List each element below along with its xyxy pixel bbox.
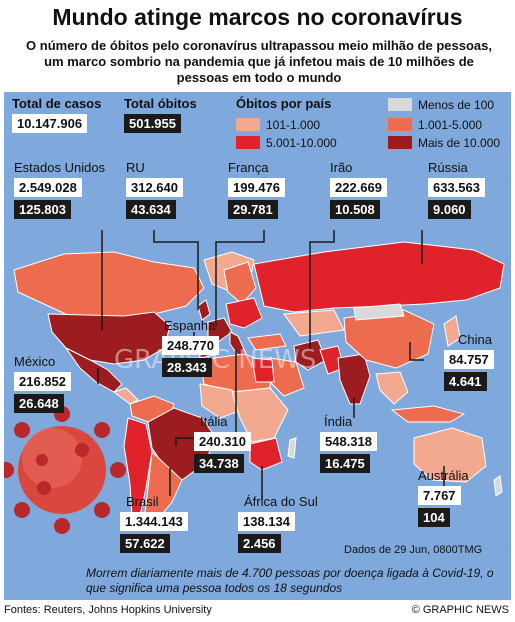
cases-india: 548.318 (320, 432, 377, 451)
legend-label: 101-1.000 (266, 118, 321, 132)
leader-france (215, 230, 265, 326)
usa (47, 311, 171, 365)
deaths-italy: 34.738 (194, 454, 244, 473)
deaths-usa: 125.803 (14, 200, 71, 219)
coronavirus-illustration (4, 406, 126, 534)
country-name-russia: Rússia (428, 160, 468, 175)
cases-australia: 7.767 (418, 486, 461, 505)
country-name-spain: Espanha (164, 318, 216, 333)
canada (13, 251, 205, 319)
leader-china (409, 342, 424, 361)
cases-brazil: 1.344.143 (120, 512, 188, 531)
legend-label: Mais de 10.000 (418, 136, 501, 150)
cases-usa: 2.549.028 (14, 178, 82, 197)
legend-swatch (236, 118, 260, 131)
south-africa (249, 437, 283, 471)
legend-swatch (388, 118, 412, 131)
country-name-mexico: México (14, 354, 56, 369)
indonesia (390, 405, 466, 423)
kazakhstan (283, 309, 345, 337)
deaths-iran: 10.508 (330, 200, 380, 219)
cases-mexico: 216.852 (14, 372, 71, 391)
country-name-iran: Irão (330, 160, 353, 175)
deaths-uk: 43.634 (126, 200, 176, 219)
deaths-spain: 28.343 (162, 358, 212, 377)
page-title: Mundo atinge marcos no coronavírus (52, 4, 463, 30)
iran (293, 339, 327, 371)
country-name-usa: Estados Unidos (14, 160, 106, 175)
country-name-italy: Itália (200, 414, 228, 429)
deaths-mexico: 26.648 (14, 394, 64, 413)
legend-label: Menos de 100 (418, 98, 495, 112)
deaths-australia: 104 (418, 508, 450, 527)
deaths-france: 29.781 (228, 200, 278, 219)
cases-iran: 222.669 (330, 178, 387, 197)
cases-china: 84.757 (444, 350, 494, 369)
country-name-china: China (458, 332, 492, 347)
world-map: GRAPHIC NEWS (4, 230, 505, 534)
deaths-south-africa: 2.456 (238, 534, 281, 553)
mongolia (353, 303, 405, 321)
country-name-uk: RU (126, 160, 145, 175)
madagascar (287, 437, 297, 459)
legend-label: 1.001-5.000 (418, 118, 483, 132)
footnote: Morrem diariamente mais de 4.700 pessoas… (86, 566, 494, 595)
cases-south-africa: 138.134 (238, 512, 295, 531)
legend-title: Óbitos por país (236, 96, 332, 111)
japan (443, 315, 461, 347)
country-name-india: Índia (324, 414, 353, 429)
date-note: Dados de 29 Jun, 0800TMG (344, 544, 483, 556)
new-zealand (493, 475, 503, 497)
scandinavia (223, 261, 257, 305)
central-america (112, 387, 139, 405)
total-deaths-value: 501.955 (124, 114, 181, 133)
total-deaths-label: Total óbitos (124, 96, 197, 111)
cases-italy: 240.310 (194, 432, 251, 451)
russia (253, 241, 505, 313)
total-cases-label: Total de casos (12, 96, 102, 111)
southeast-asia (375, 371, 409, 405)
deaths-russia: 9.060 (428, 200, 471, 219)
mexico (65, 347, 123, 393)
west-africa (199, 383, 243, 419)
cases-russia: 633.563 (428, 178, 485, 197)
map-panel: GRAPHIC NEWS Total de casos 10.147.906 T… (4, 92, 511, 600)
uk (197, 299, 211, 321)
leader-iran (309, 230, 335, 350)
egypt (251, 357, 275, 383)
cases-spain: 248.770 (162, 336, 219, 355)
country-name-brazil: Brasil (126, 494, 159, 509)
virus-spikes (4, 406, 126, 534)
country-name-south-africa: África do Sul (244, 494, 318, 509)
sources: Fontes: Reuters, Johns Hopkins Universit… (4, 604, 212, 616)
deaths-china: 4.641 (444, 372, 487, 391)
cases-uk: 312.640 (126, 178, 183, 197)
legend-label: 5.001-10.000 (266, 136, 337, 150)
country-name-france: França (228, 160, 269, 175)
leader-lines (97, 230, 445, 500)
cases-france: 199.476 (228, 178, 285, 197)
total-cases-value: 10.147.906 (12, 114, 88, 133)
china (343, 309, 435, 369)
deaths-india: 16.475 (320, 454, 370, 473)
credit: © GRAPHIC NEWS (411, 604, 509, 616)
legend-swatch (236, 136, 260, 149)
legend-swatch (388, 98, 412, 111)
country-name-australia: Austrália (418, 468, 469, 483)
turkey (247, 333, 287, 351)
page-subtitle: O número de óbitos pelo coronavírus ultr… (26, 38, 492, 85)
central-europe (225, 297, 263, 329)
india (337, 353, 371, 405)
legend-swatch (388, 136, 412, 149)
leader-uk (153, 230, 199, 310)
australia (413, 427, 487, 483)
deaths-brazil: 57.622 (120, 534, 170, 553)
